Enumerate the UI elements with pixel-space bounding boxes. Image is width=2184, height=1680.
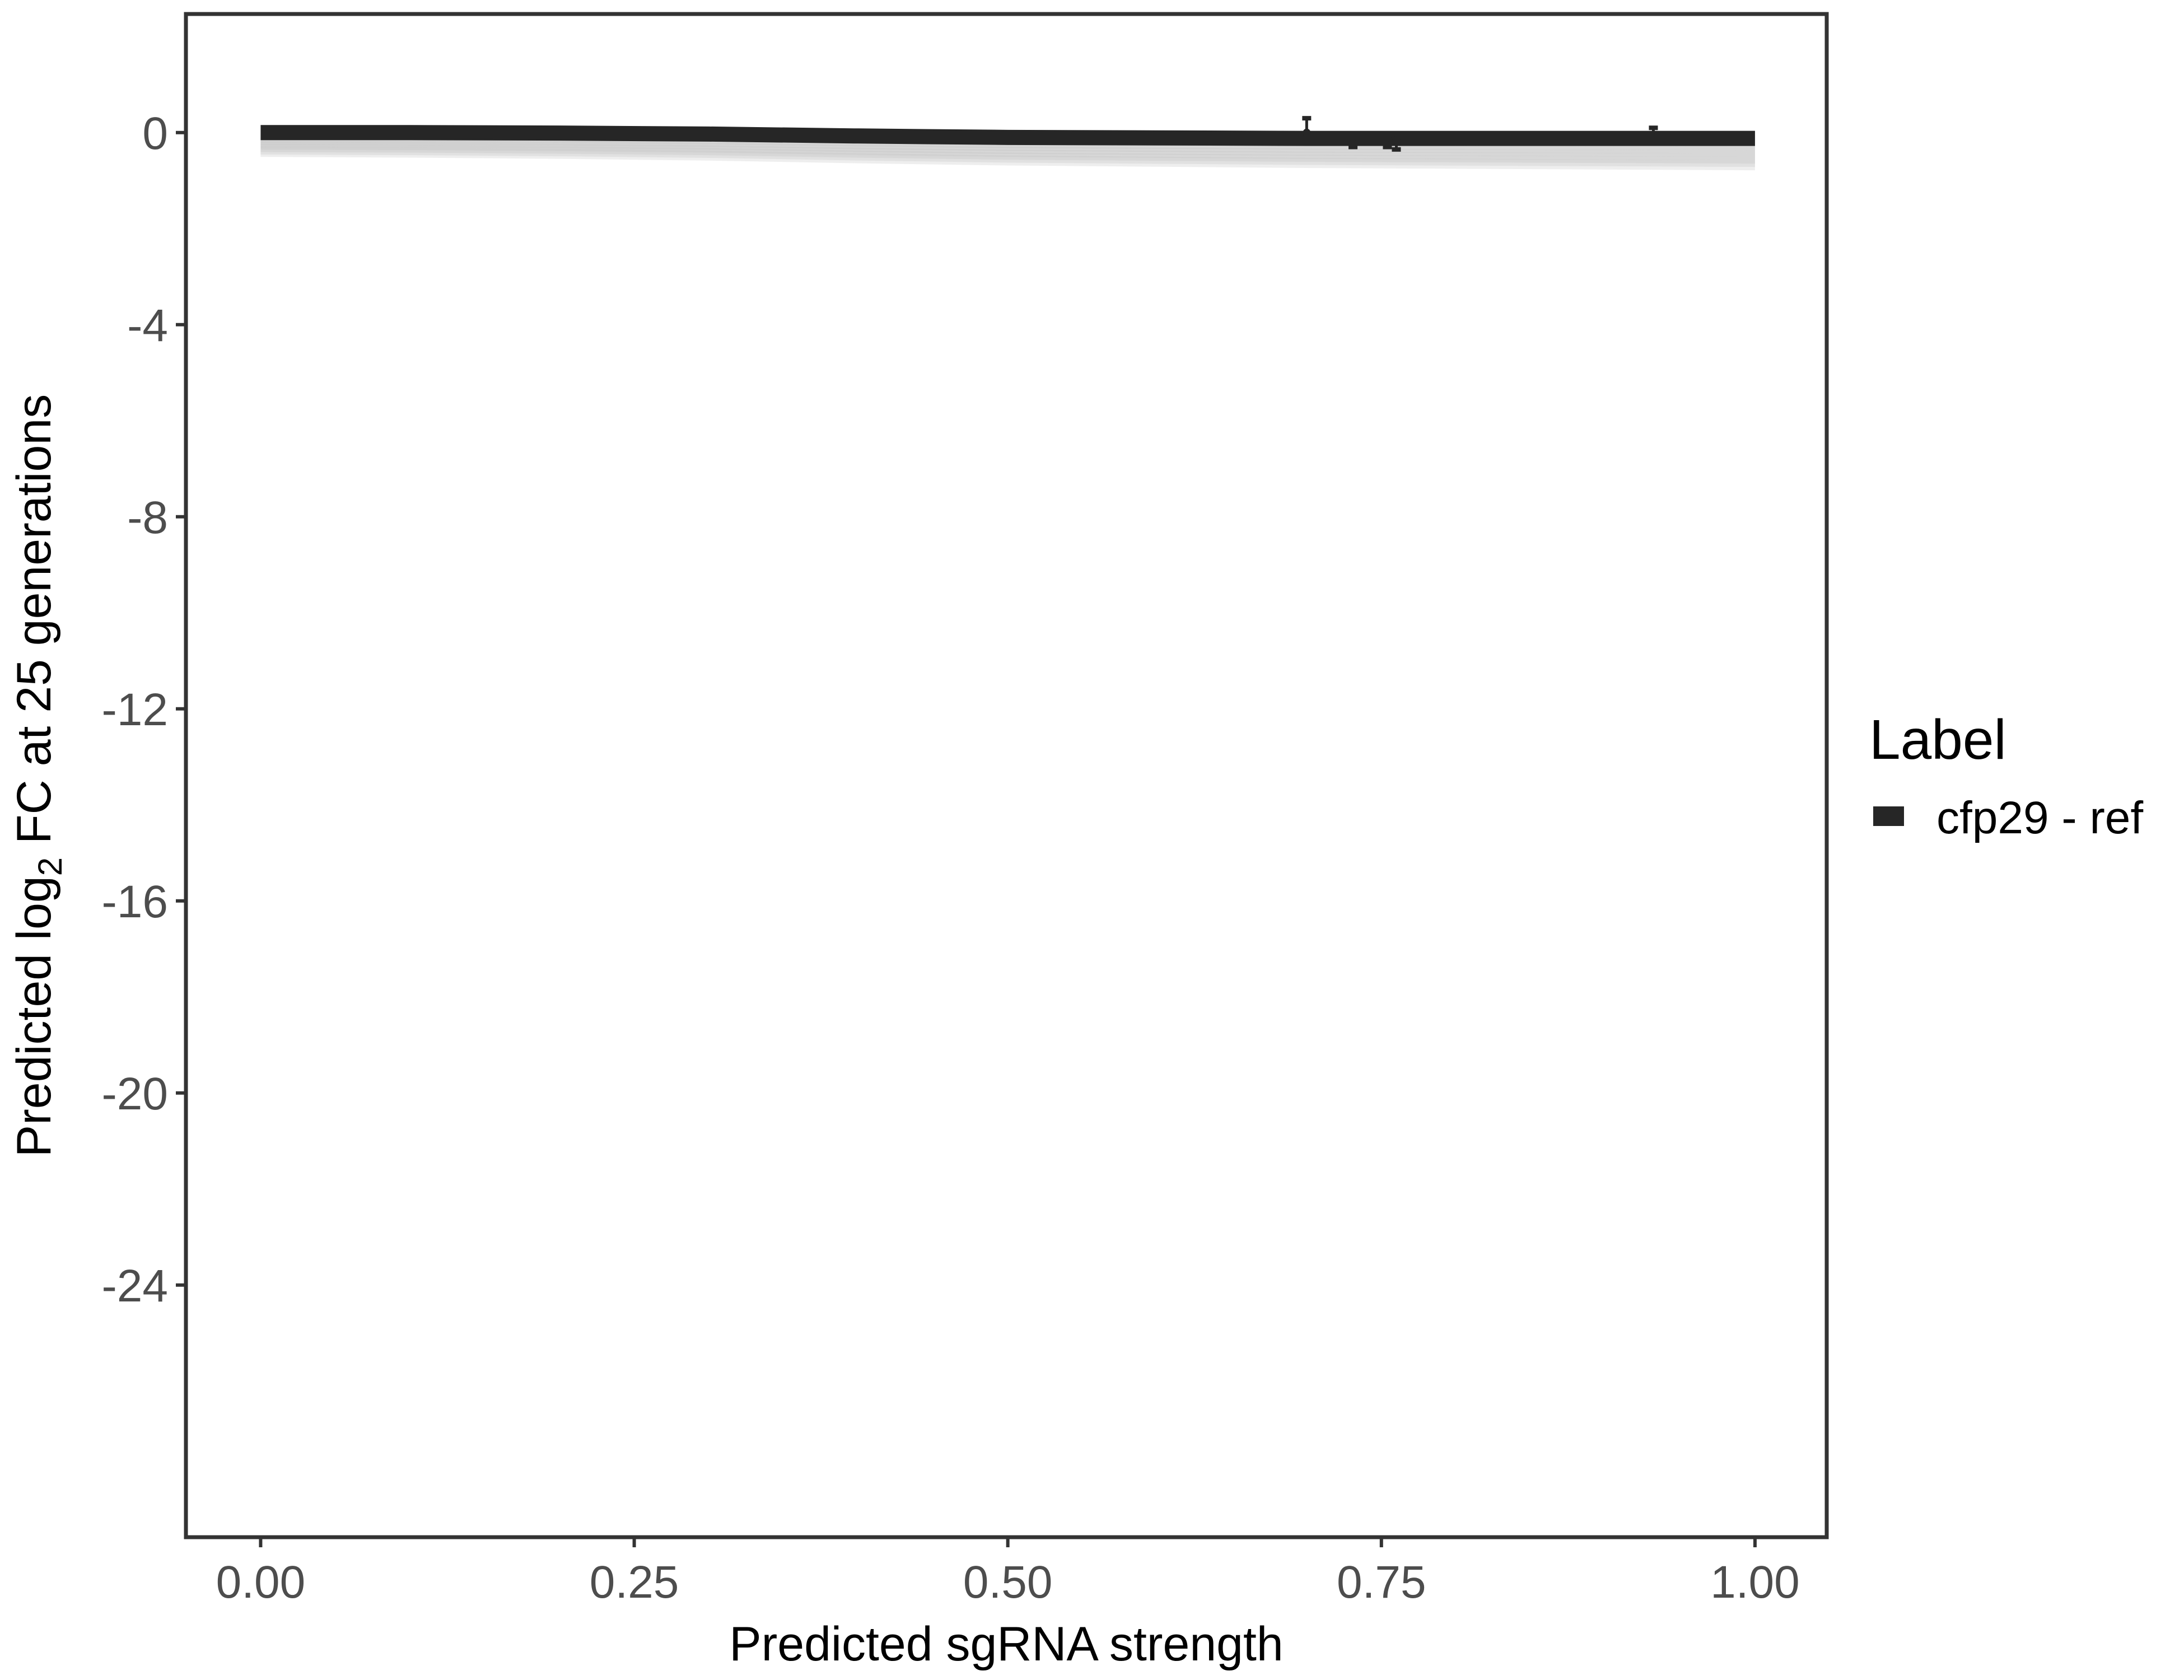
x-tick-label: 0.50 (963, 1557, 1053, 1608)
y-tick-label: -12 (101, 684, 168, 735)
ribbon-band (260, 134, 1755, 154)
y-tick-label: -16 (101, 876, 168, 927)
data-point (1649, 133, 1658, 142)
ribbon-band (260, 147, 1755, 171)
x-axis-title: Predicted sgRNA strength (729, 1617, 1284, 1671)
x-tick-label: 0.00 (216, 1557, 306, 1608)
x-axis: 0.00 0.25 0.50 0.75 1.00 (216, 1537, 1800, 1608)
error-bar (1392, 135, 1401, 152)
legend-title: Label (1869, 708, 2006, 771)
error-bar (1649, 125, 1658, 144)
legend-key (1873, 806, 1904, 826)
legend-label: cfp29 - ref (1936, 792, 2143, 843)
data-point (1349, 133, 1357, 142)
x-tick-label: 0.25 (590, 1557, 679, 1608)
y-axis-title: Predicted log2 FC at 25 generations (7, 394, 69, 1157)
x-tick-label: 0.75 (1337, 1557, 1426, 1608)
ribbon-band (260, 137, 1755, 157)
data-point (1383, 133, 1392, 142)
y-tick-label: -20 (101, 1068, 168, 1119)
error-bar (1383, 133, 1392, 150)
y-tick-label: -24 (101, 1261, 168, 1312)
y-axis: 0 -4 -8 -12 -16 -20 -24 (101, 108, 186, 1312)
ribbon-band (260, 139, 1755, 161)
series-line (260, 125, 1755, 146)
ribbon-band (260, 144, 1755, 167)
y-tick-label: -4 (127, 300, 168, 351)
error-bar (1348, 133, 1358, 150)
data-point (1303, 128, 1311, 137)
y-tick-label: -8 (127, 492, 168, 543)
error-bar (1302, 116, 1312, 140)
y-tick-label: 0 (142, 108, 168, 159)
data-point (1392, 136, 1401, 144)
ribbon-band (260, 142, 1755, 164)
error-bars (1302, 116, 1658, 152)
x-tick-label: 1.00 (1710, 1557, 1800, 1608)
series-layer (260, 125, 1755, 146)
